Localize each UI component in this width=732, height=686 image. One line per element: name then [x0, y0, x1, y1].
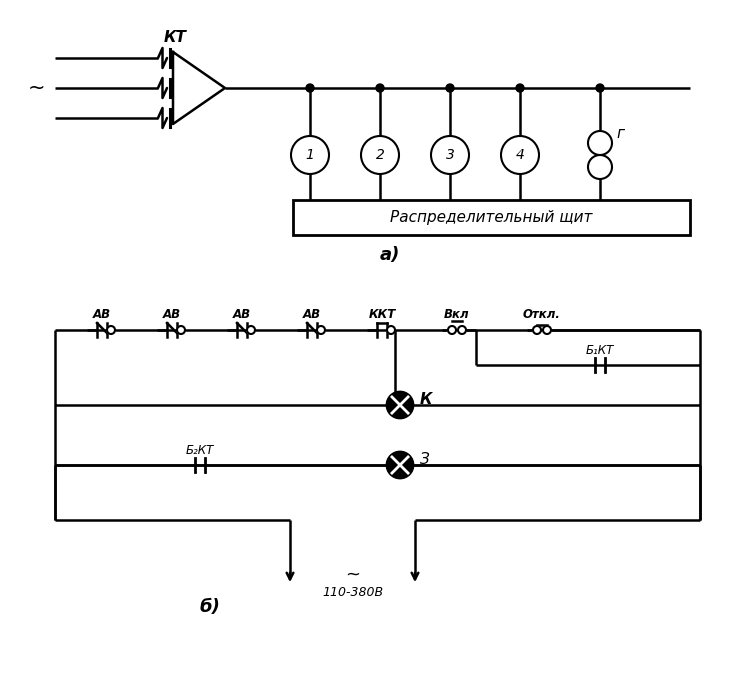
Text: АВ: АВ — [93, 307, 111, 320]
Circle shape — [446, 84, 454, 92]
Text: З: З — [420, 453, 430, 467]
Circle shape — [306, 84, 314, 92]
Circle shape — [501, 136, 539, 174]
Circle shape — [543, 326, 551, 334]
Circle shape — [107, 326, 115, 334]
Bar — [293, 200, 690, 235]
Circle shape — [431, 136, 469, 174]
Text: Б₁КТ: Б₁КТ — [586, 344, 614, 357]
Circle shape — [177, 326, 185, 334]
Polygon shape — [173, 52, 225, 124]
Circle shape — [387, 392, 413, 418]
Circle shape — [361, 136, 399, 174]
Text: 110-380В: 110-380В — [322, 587, 383, 600]
Text: К: К — [420, 392, 433, 407]
Text: 1: 1 — [305, 148, 315, 162]
Text: АВ: АВ — [233, 307, 251, 320]
Text: б): б) — [200, 598, 220, 616]
Circle shape — [387, 326, 395, 334]
Text: 2: 2 — [376, 148, 384, 162]
Text: а): а) — [380, 246, 400, 264]
Text: Б₂КТ: Б₂КТ — [186, 445, 214, 458]
Circle shape — [596, 84, 604, 92]
Circle shape — [588, 131, 612, 155]
Text: Вкл: Вкл — [444, 307, 470, 320]
Circle shape — [533, 326, 541, 334]
Circle shape — [376, 84, 384, 92]
Circle shape — [387, 452, 413, 478]
Circle shape — [291, 136, 329, 174]
Text: ККТ: ККТ — [368, 307, 395, 320]
Circle shape — [588, 155, 612, 179]
Text: Откл.: Откл. — [523, 307, 561, 320]
Text: КТ: КТ — [163, 30, 187, 45]
Circle shape — [516, 84, 524, 92]
Circle shape — [448, 326, 456, 334]
Text: ~: ~ — [345, 566, 360, 584]
Text: г: г — [616, 126, 624, 141]
Text: АВ: АВ — [303, 307, 321, 320]
Text: 4: 4 — [515, 148, 524, 162]
Circle shape — [247, 326, 255, 334]
Circle shape — [317, 326, 325, 334]
Text: АВ: АВ — [163, 307, 181, 320]
Text: 3: 3 — [446, 148, 455, 162]
Circle shape — [458, 326, 466, 334]
Text: ~: ~ — [27, 78, 45, 98]
Text: Распределительный щит: Распределительный щит — [390, 210, 593, 225]
